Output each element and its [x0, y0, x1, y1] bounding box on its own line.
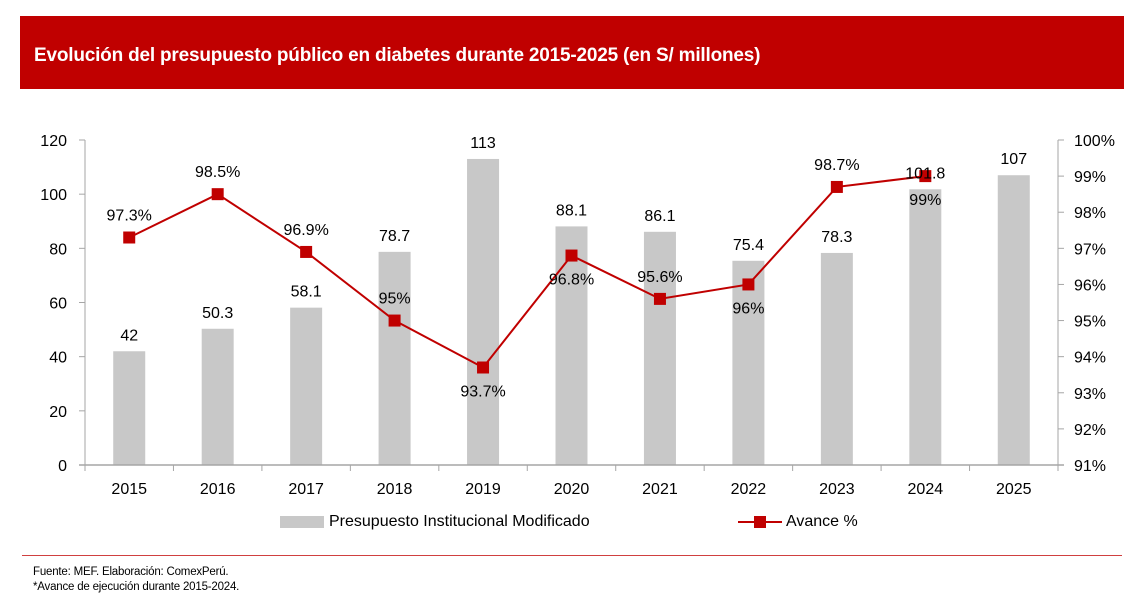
- bar-2021: [643, 231, 676, 465]
- x-tick-label: 2024: [908, 481, 944, 498]
- bar-value-label: 107: [1000, 151, 1027, 168]
- y-left-tick-label: 80: [49, 241, 67, 258]
- y-right-tick-label: 100%: [1074, 133, 1115, 150]
- x-tick-label: 2015: [111, 481, 147, 498]
- legend-item-presupuesto: Presupuesto Institucional Modificado: [280, 513, 590, 531]
- bar-2024: [909, 189, 942, 465]
- avance-line: [128, 175, 926, 369]
- y-right-tick-label: 93%: [1074, 386, 1106, 403]
- chart-title: Evolución del presupuesto público en dia…: [34, 45, 761, 66]
- x-tick-label: 2019: [465, 481, 501, 498]
- avance-value-label: 97.3%: [107, 208, 152, 225]
- avance-value-label: 99%: [909, 192, 941, 209]
- avance-value-label: 96%: [732, 300, 764, 317]
- bar-2023: [820, 252, 853, 465]
- y-left-tick-label: 100: [40, 187, 67, 204]
- title-banner: Evolución del presupuesto público en dia…: [20, 16, 1124, 89]
- avance-marker-2016: [211, 188, 224, 201]
- bar-2022: [732, 260, 765, 465]
- y-right-tick-label: 96%: [1074, 277, 1106, 294]
- bar-2025: [997, 175, 1030, 466]
- labels-layer: 42 50.3 58.1 78.7 113 88.1 86.1 75.4 78.3 101.8 10…: [107, 135, 1028, 401]
- bar-2018: [378, 251, 411, 465]
- avance-value-label: 98.7%: [814, 157, 859, 174]
- y-left-tick-label: 120: [40, 133, 67, 150]
- x-tick-label: 2023: [819, 481, 855, 498]
- y-right-tick-label: 95%: [1074, 314, 1106, 331]
- y-right-tick-label: 91%: [1074, 458, 1106, 475]
- y-left-tick-label: 20: [49, 404, 67, 421]
- avance-marker-2015: [123, 231, 136, 244]
- legend-bar-swatch: [280, 516, 324, 528]
- avance-marker-2021: [653, 292, 666, 305]
- bar-value-label: 78.3: [821, 229, 852, 246]
- source-note: Fuente: MEF. Elaboración: ComexPerú.: [33, 566, 229, 578]
- y-left-tick-label: 40: [49, 350, 67, 367]
- bar-value-label: 88.1: [556, 202, 587, 219]
- avance-marker-2019: [477, 361, 490, 374]
- x-tick-label: 2018: [377, 481, 413, 498]
- bar-2019: [467, 158, 500, 466]
- bar-value-label: 75.4: [733, 237, 764, 254]
- y-right-tick-label: 97%: [1074, 241, 1106, 258]
- bar-2020: [555, 226, 588, 465]
- avance-marker-2017: [300, 245, 313, 258]
- avance-value-label: 98.5%: [195, 164, 240, 181]
- avance-marker-2024: [919, 170, 932, 183]
- y-right-tick-label: 98%: [1074, 205, 1106, 222]
- y-right-tick-label: 99%: [1074, 169, 1106, 186]
- bar-2017: [290, 307, 323, 465]
- legend-label-avance: Avance %: [786, 513, 858, 530]
- x-tick-label: 2025: [996, 481, 1032, 498]
- bar-value-label: 86.1: [644, 208, 675, 225]
- avance-value-label: 96.8%: [549, 272, 594, 289]
- y-right-tick-label: 92%: [1074, 422, 1106, 439]
- footer-divider: [22, 555, 1122, 556]
- x-tick-label: 2022: [731, 481, 767, 498]
- legend-line-marker-icon: [738, 515, 782, 529]
- execution-note: *Avance de ejecución durante 2015-2024.: [33, 581, 240, 593]
- avance-value-label: 95.6%: [637, 269, 682, 286]
- bars-layer: [113, 158, 1030, 466]
- bar-value-label: 113: [470, 135, 496, 152]
- avance-marker-2020: [565, 249, 578, 262]
- y-right-tick-label: 94%: [1074, 350, 1106, 367]
- avance-value-label: 93.7%: [460, 384, 505, 401]
- bar-2016: [201, 328, 234, 465]
- y-left-tick-label: 60: [49, 296, 67, 313]
- x-tick-label: 2021: [642, 481, 678, 498]
- legend-item-avance: Avance %: [738, 513, 858, 531]
- avance-marker-2018: [388, 314, 401, 327]
- bar-value-label: 58.1: [291, 284, 322, 301]
- bar-value-label: 50.3: [202, 305, 233, 322]
- bar-value-label: 78.7: [379, 228, 410, 245]
- bar-2015: [113, 351, 146, 465]
- avance-value-label: 95%: [379, 291, 411, 308]
- y-left-tick-label: 0: [58, 458, 67, 475]
- avance-marker-2022: [742, 278, 755, 291]
- axes-layer: 0 20 40 60 80 100 120 91% 92% 93% 94% 95% 96% 97% 98% 9…: [40, 133, 1115, 498]
- legend-label-presupuesto: Presupuesto Institucional Modificado: [329, 513, 590, 530]
- x-tick-label: 2020: [554, 481, 590, 498]
- avance-marker-2023: [830, 180, 843, 193]
- bar-value-label: 42: [120, 327, 138, 344]
- x-tick-label: 2016: [200, 481, 236, 498]
- bar-value-label: 101.8: [905, 165, 945, 182]
- line-layer: [123, 170, 932, 374]
- x-tick-label: 2017: [288, 481, 324, 498]
- avance-value-label: 96.9%: [283, 222, 328, 239]
